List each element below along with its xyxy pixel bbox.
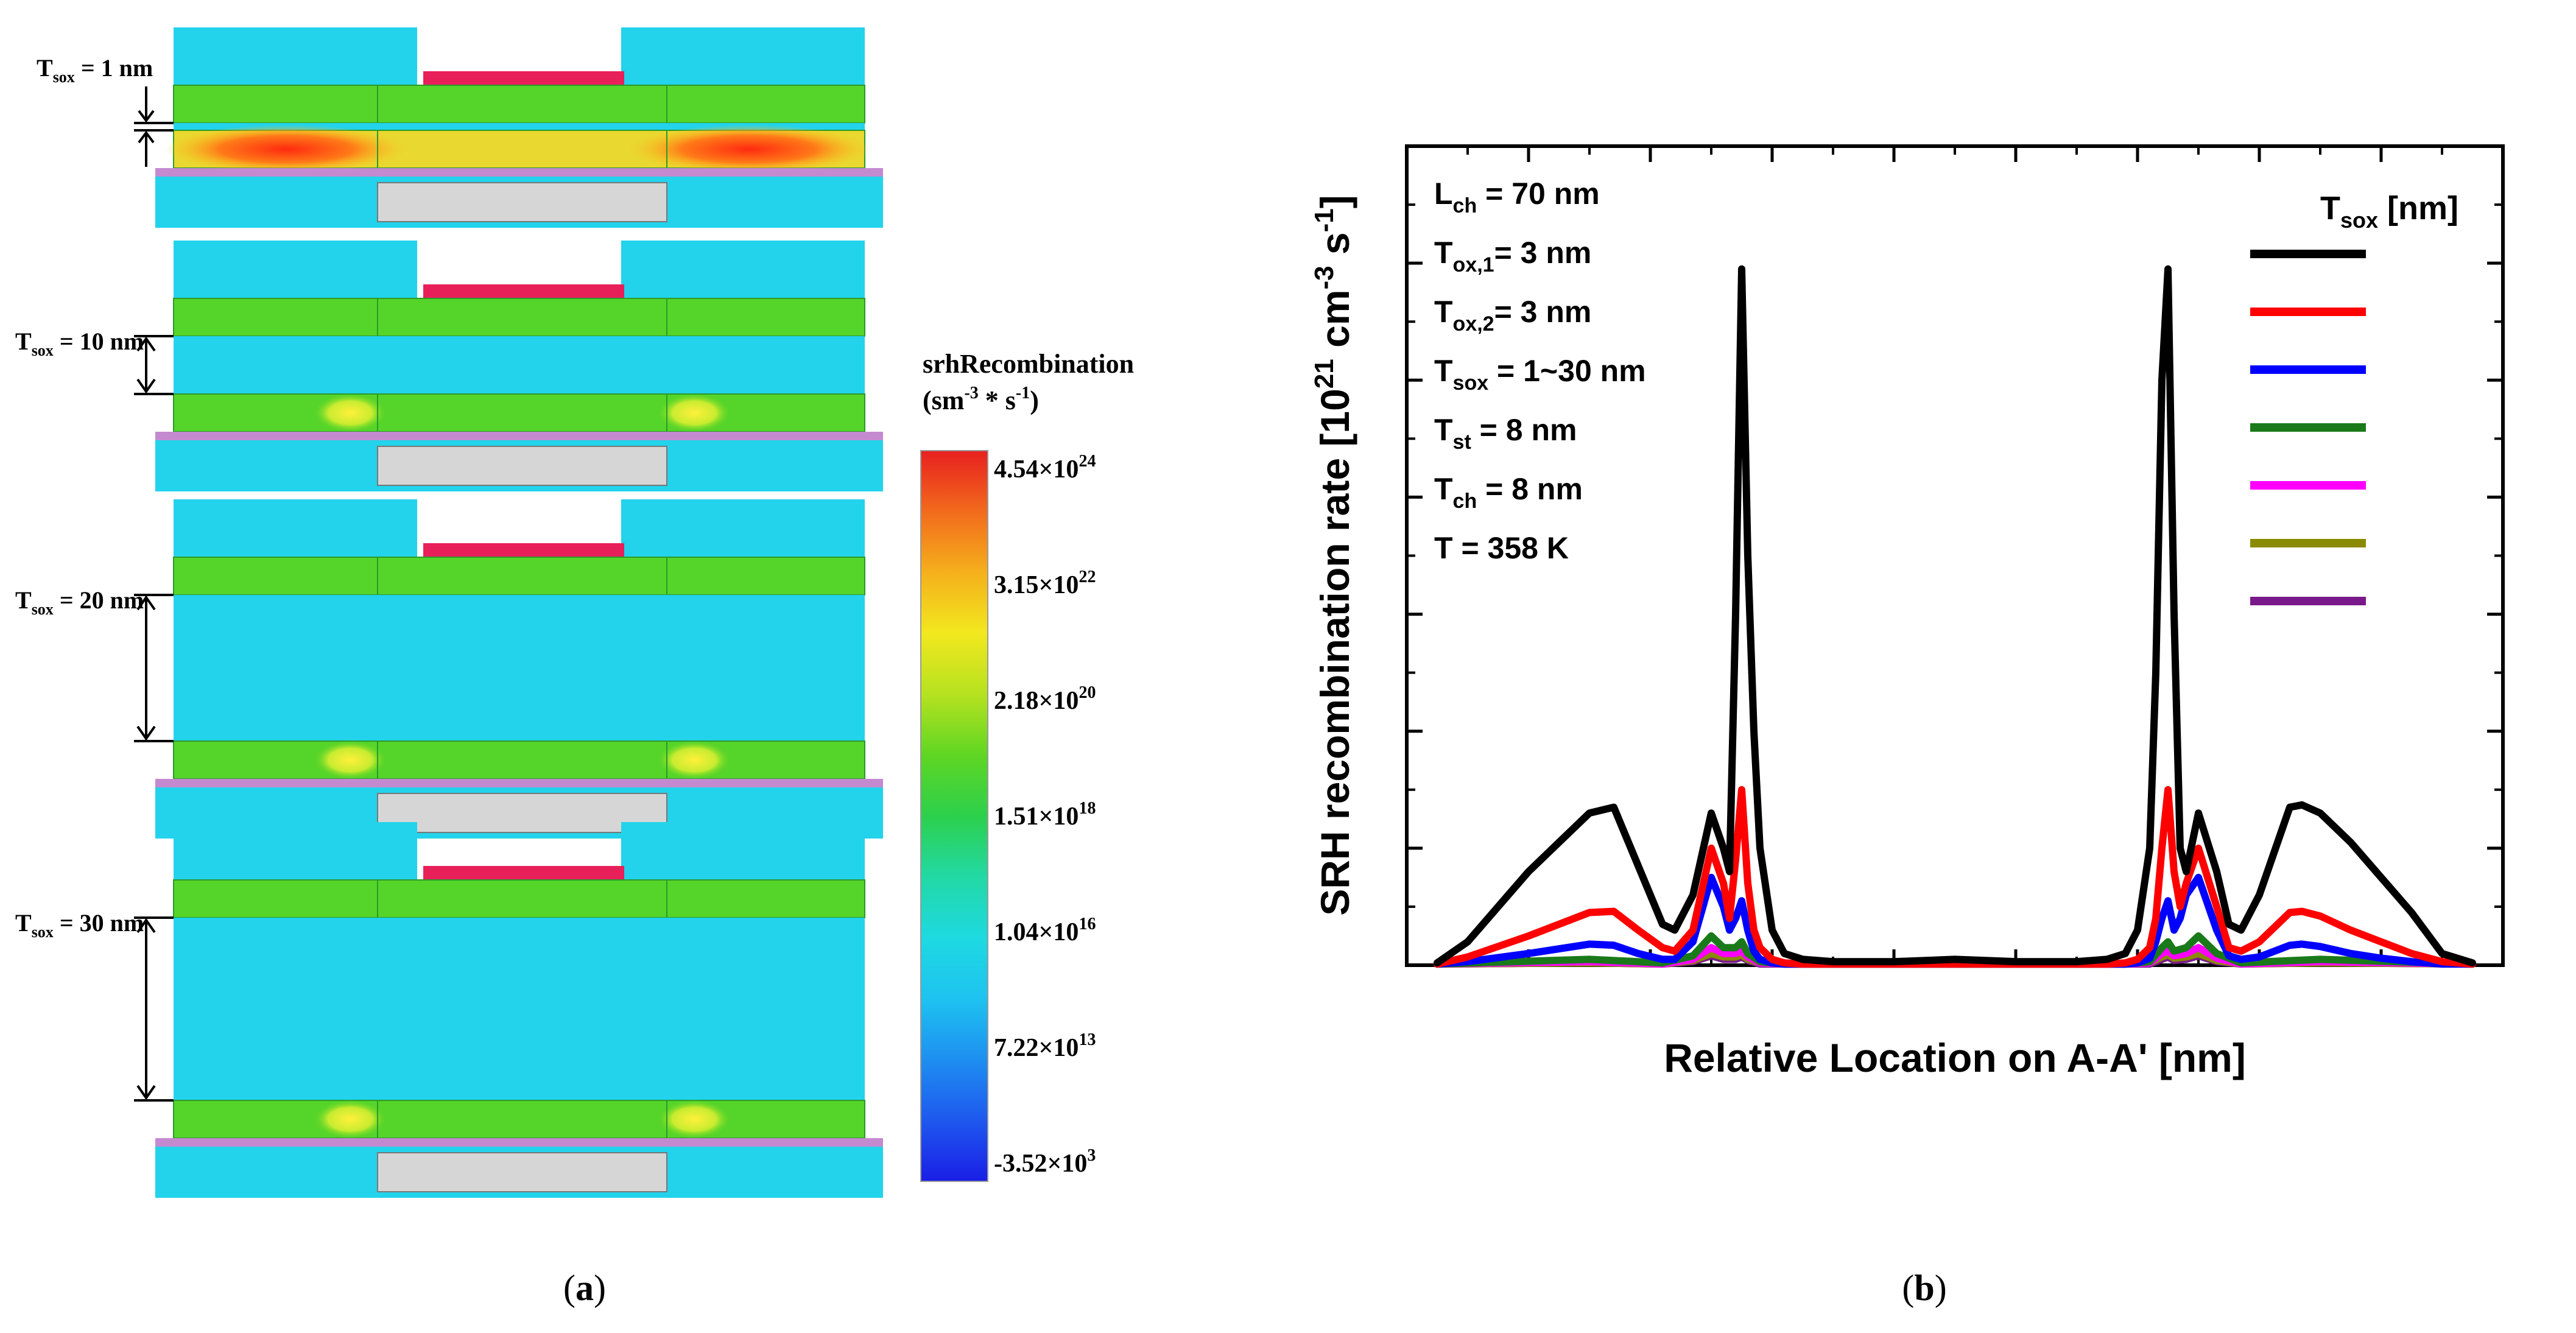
tsox-label: Tsox = 1 nm <box>37 54 153 86</box>
colorbar-tick-label: 4.54×1024 <box>994 452 1096 484</box>
device-1: Tsox = 1 nm <box>37 27 883 228</box>
colorbar-unit: (sm-3 * s-1) <box>923 384 1039 415</box>
device-4: Tsox = 30 nm <box>15 822 883 1198</box>
hotspot-left <box>314 740 387 779</box>
gate-electrode <box>423 284 624 299</box>
param-annotations: Lch = 70 nm Tox,1= 3 nm Tox,2= 3 nm Tsox = … <box>1434 177 1646 565</box>
poly-si-box <box>377 182 667 222</box>
colorbar-tick-label: 3.15×1022 <box>994 568 1096 599</box>
gate-left <box>174 822 417 881</box>
colorbar-tick-label: 1.04×1016 <box>994 915 1096 946</box>
dim-arrow <box>138 86 155 123</box>
param-line: Tsox = 1~30 nm <box>1434 354 1646 395</box>
panel-b: Lch = 70 nm Tox,1= 3 nm Tox,2= 3 nm Tsox = … <box>1309 144 2505 1080</box>
x-axis-label: Relative Location on A-A' [nm] <box>1664 1035 2246 1080</box>
param-line: Tst = 8 nm <box>1434 413 1577 454</box>
storage-layer <box>173 557 865 596</box>
colorbar-title: srhRecombination <box>923 349 1134 379</box>
channel-layer <box>173 1100 865 1139</box>
tsox-label: Tsox = 30 nm <box>15 909 144 941</box>
hotspot-right <box>658 1100 731 1139</box>
gate-electrode <box>423 71 624 86</box>
colorbar: srhRecombination (sm-3 * s-1) 4.54×1024 3… <box>920 349 1134 1182</box>
hotspot-left <box>314 393 387 432</box>
gate-left <box>174 241 417 300</box>
legend-title: Tsox [nm] <box>2320 190 2458 233</box>
caption-a: (a) <box>563 1268 606 1308</box>
device-2: Tsox = 10 nm <box>15 241 883 491</box>
separation-oxide <box>174 336 865 394</box>
hotspot-right <box>627 125 871 174</box>
poly-si-box <box>377 446 667 486</box>
param-line: Lch = 70 nm <box>1434 177 1600 217</box>
gate-right <box>621 27 865 86</box>
hotspot-right <box>658 393 731 432</box>
legend: Tsox [nm] <box>2250 190 2458 605</box>
dim-arrow <box>136 595 156 741</box>
series-line-10nm <box>1434 873 2476 968</box>
colorbar-gradient <box>920 450 988 1182</box>
y-axis-label: SRH recombination rate [1021 cm-3 s-1] <box>1309 195 1357 916</box>
param-line: T = 358 K <box>1434 531 1569 565</box>
param-line: Tch = 8 nm <box>1434 472 1583 513</box>
colorbar-ticks: 4.54×1024 3.15×1022 2.18×1020 1.51×1018 1.04… <box>994 452 1096 1178</box>
separation-oxide <box>174 918 865 1100</box>
hotspot-right <box>658 740 731 779</box>
storage-layer <box>173 85 865 124</box>
gate-electrode <box>423 543 624 558</box>
caption-b: (b) <box>1902 1268 1946 1308</box>
series-lines <box>1434 265 2476 968</box>
device-3: Tsox = 20 nm <box>15 499 883 839</box>
storage-layer <box>173 298 865 337</box>
colorbar-tick-label: 2.18×1020 <box>994 683 1096 715</box>
substrate-top <box>155 432 883 440</box>
param-line: Tox,2= 3 nm <box>1434 295 1591 336</box>
gate-right <box>621 822 865 881</box>
gate-right <box>621 499 865 558</box>
gate-electrode <box>423 866 624 881</box>
storage-layer <box>173 879 865 918</box>
panel-a: Tsox = 1 nm Tsox = 10 nm Tsox = 20 nm Tsox … <box>15 27 883 1198</box>
dim-arrow <box>138 130 155 167</box>
colorbar-tick-label: 7.22×1013 <box>994 1030 1096 1062</box>
param-line: Tox,1= 3 nm <box>1434 236 1591 276</box>
channel-layer <box>173 393 865 432</box>
poly-si-box <box>377 793 667 833</box>
series-line-5nm <box>1434 786 2476 968</box>
hotspot-left <box>314 1100 387 1139</box>
gate-left <box>174 27 417 86</box>
separation-oxide <box>174 595 865 741</box>
colorbar-tick-label: -3.52×103 <box>994 1146 1096 1178</box>
poly-si-box <box>377 1152 667 1192</box>
dim-arrow <box>136 336 156 394</box>
substrate-top <box>155 1138 883 1147</box>
dim-arrow <box>136 918 156 1100</box>
hotspot-left <box>164 125 408 174</box>
colorbar-tick-label: 1.51×1018 <box>994 799 1096 831</box>
y-axis <box>1407 144 2503 967</box>
series-line-1nm <box>1434 265 2476 967</box>
gate-left <box>174 499 417 558</box>
tsox-label: Tsox = 10 nm <box>15 328 144 359</box>
gate-right <box>621 241 865 300</box>
tsox-label: Tsox = 20 nm <box>15 586 144 618</box>
substrate-top <box>155 168 883 177</box>
channel-layer <box>173 740 865 779</box>
substrate-top <box>155 779 883 787</box>
